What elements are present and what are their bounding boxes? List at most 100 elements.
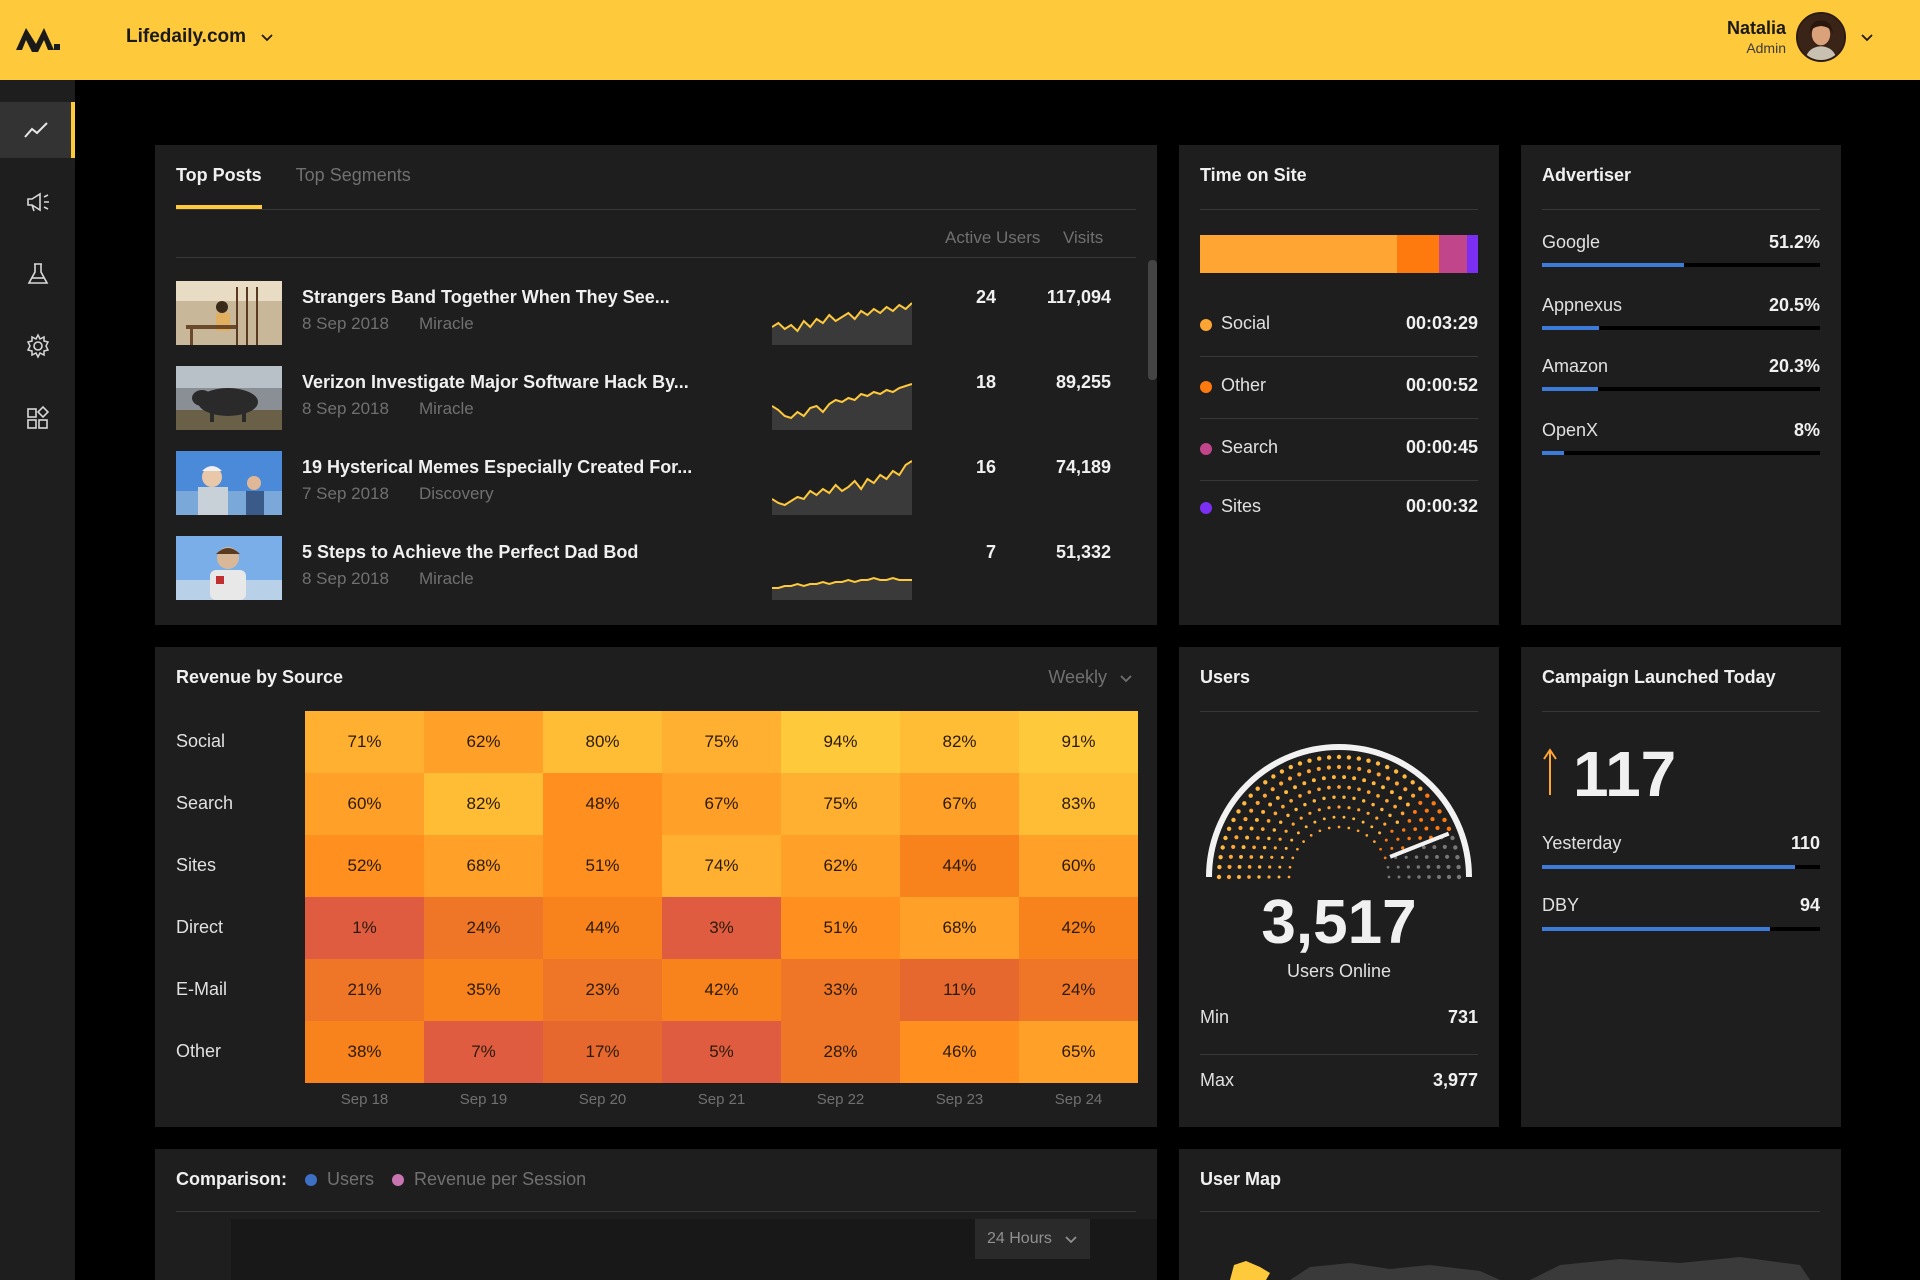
heatmap-cell[interactable]: 62% <box>424 711 543 773</box>
range-select[interactable]: 24 Hours <box>975 1219 1090 1259</box>
gauge-dot <box>1322 796 1326 801</box>
heatmap-cell[interactable]: 38% <box>305 1021 424 1083</box>
gauge-dot <box>1316 766 1321 771</box>
gauge-dot <box>1273 811 1278 816</box>
heatmap-cell[interactable]: 46% <box>900 1021 1019 1083</box>
heatmap-cell[interactable]: 82% <box>424 773 543 835</box>
gauge-dot <box>1321 776 1326 781</box>
heatmap-cell[interactable]: 62% <box>781 835 900 897</box>
gauge-dot <box>1218 855 1223 860</box>
gauge-dot <box>1406 865 1410 869</box>
heatmap-cell[interactable]: 74% <box>662 835 781 897</box>
card-title: Comparison: <box>176 1169 288 1189</box>
heatmap-cell[interactable]: 52% <box>305 835 424 897</box>
tab-top-posts[interactable]: Top Posts <box>176 145 262 209</box>
post-row[interactable]: 19 Hysterical Memes Especially Created F… <box>176 445 1111 531</box>
heatmap-cell[interactable]: 68% <box>424 835 543 897</box>
gauge-dot <box>1424 826 1429 831</box>
sidebar-item-settings[interactable] <box>0 318 75 374</box>
heatmap-cell[interactable]: 23% <box>543 959 662 1021</box>
heatmap-cell[interactable]: 94% <box>781 711 900 773</box>
gauge-dot <box>1347 765 1352 770</box>
post-title[interactable]: 5 Steps to Achieve the Perfect Dad Bod <box>302 542 639 562</box>
heatmap-cell[interactable]: 3% <box>662 897 781 959</box>
gauge-dot <box>1404 855 1408 859</box>
heatmap-row-label: Direct <box>176 917 224 937</box>
heatmap-cell[interactable]: 44% <box>900 835 1019 897</box>
post-row[interactable]: Strangers Band Together When They See...… <box>176 275 1111 361</box>
gauge-dot <box>1371 802 1375 807</box>
heatmap-cell[interactable]: 80% <box>543 711 662 773</box>
brand-logo[interactable] <box>14 22 62 54</box>
post-active-users: 7 <box>985 542 996 562</box>
post-row[interactable]: 5 Steps to Achieve the Perfect Dad Bod 8… <box>176 530 1111 616</box>
heatmap-cell[interactable]: 71% <box>305 711 424 773</box>
site-selector[interactable]: Lifedaily.com <box>126 26 274 48</box>
sidebar-item-analytics[interactable] <box>0 102 75 158</box>
card-title: User Map <box>1200 1169 1282 1189</box>
period-select[interactable]: Weekly <box>1048 667 1133 688</box>
column-header-active-users[interactable]: Active Users <box>945 228 1041 247</box>
heatmap-cell[interactable]: 21% <box>305 959 424 1021</box>
heatmap-cell[interactable]: 51% <box>781 897 900 959</box>
heatmap-cell[interactable]: 24% <box>424 897 543 959</box>
gauge-dot <box>1347 785 1351 790</box>
heatmap-cell[interactable]: 91% <box>1019 711 1138 773</box>
legend-users[interactable]: Users <box>305 1169 374 1190</box>
heatmap-cell[interactable]: 68% <box>900 897 1019 959</box>
sidebar-item-campaigns[interactable] <box>0 174 75 230</box>
gauge-dot <box>1401 828 1406 832</box>
post-title[interactable]: Verizon Investigate Major Software Hack … <box>302 372 689 392</box>
heatmap-cell[interactable]: 42% <box>1019 897 1138 959</box>
heatmap-cell[interactable]: 82% <box>900 711 1019 773</box>
heatmap-cell[interactable]: 65% <box>1019 1021 1138 1083</box>
advertiser-bar <box>1542 451 1565 455</box>
tab-top-segments[interactable]: Top Segments <box>295 165 411 185</box>
post-title[interactable]: 19 Hysterical Memes Especially Created F… <box>302 457 693 477</box>
column-header-visits[interactable]: Visits <box>1063 228 1104 247</box>
gauge-dot <box>1248 793 1253 798</box>
heatmap-cell[interactable]: 67% <box>662 773 781 835</box>
gauge-dot <box>1356 829 1360 833</box>
gauge-dot <box>1445 854 1450 859</box>
heatmap-cell[interactable]: 5% <box>662 1021 781 1083</box>
heatmap-cell[interactable]: 60% <box>305 773 424 835</box>
heatmap-cell[interactable]: 75% <box>781 773 900 835</box>
heatmap-cell[interactable]: 1% <box>305 897 424 959</box>
heatmap-cell[interactable]: 28% <box>781 1021 900 1083</box>
heatmap-cell[interactable]: 44% <box>543 897 662 959</box>
heatmap-cell[interactable]: 24% <box>1019 959 1138 1021</box>
user-menu[interactable]: Natalia Admin <box>1727 12 1874 62</box>
heatmap-cell[interactable]: 35% <box>424 959 543 1021</box>
gauge-dot <box>1266 819 1271 823</box>
scrollbar-thumb[interactable] <box>1148 260 1157 380</box>
heatmap-cell[interactable]: 67% <box>900 773 1019 835</box>
post-title[interactable]: Strangers Band Together When They See... <box>302 287 670 307</box>
heatmap-cell[interactable]: 75% <box>662 711 781 773</box>
post-sparkline <box>772 460 912 515</box>
heatmap-cell[interactable]: 7% <box>424 1021 543 1083</box>
chevron-down-icon[interactable] <box>1860 30 1874 44</box>
post-row[interactable]: Verizon Investigate Major Software Hack … <box>176 360 1111 446</box>
avatar[interactable] <box>1796 12 1846 62</box>
heatmap-cell[interactable]: 42% <box>662 959 781 1021</box>
sidebar-item-experiments[interactable] <box>0 246 75 302</box>
gauge-dot <box>1297 772 1302 777</box>
divider <box>176 1211 1136 1212</box>
heatmap-cell[interactable]: 83% <box>1019 773 1138 835</box>
gauge-dot <box>1237 864 1242 869</box>
gauge-dot <box>1280 856 1284 859</box>
gauge-dot <box>1357 766 1362 771</box>
heatmap-cell[interactable]: 17% <box>543 1021 662 1083</box>
divider <box>176 257 1136 258</box>
heatmap-cell[interactable]: 11% <box>900 959 1019 1021</box>
heatmap-cell[interactable]: 51% <box>543 835 662 897</box>
advertiser-row: OpenX 8% <box>1542 420 1820 482</box>
heatmap-cell[interactable]: 33% <box>781 959 900 1021</box>
heatmap-cell[interactable]: 60% <box>1019 835 1138 897</box>
gauge-dot <box>1268 865 1272 869</box>
heatmap-cell[interactable]: 48% <box>543 773 662 835</box>
gauge-dot <box>1226 874 1232 880</box>
sidebar-item-widgets[interactable] <box>0 390 75 446</box>
legend-revenue-per-session[interactable]: Revenue per Session <box>392 1169 586 1190</box>
